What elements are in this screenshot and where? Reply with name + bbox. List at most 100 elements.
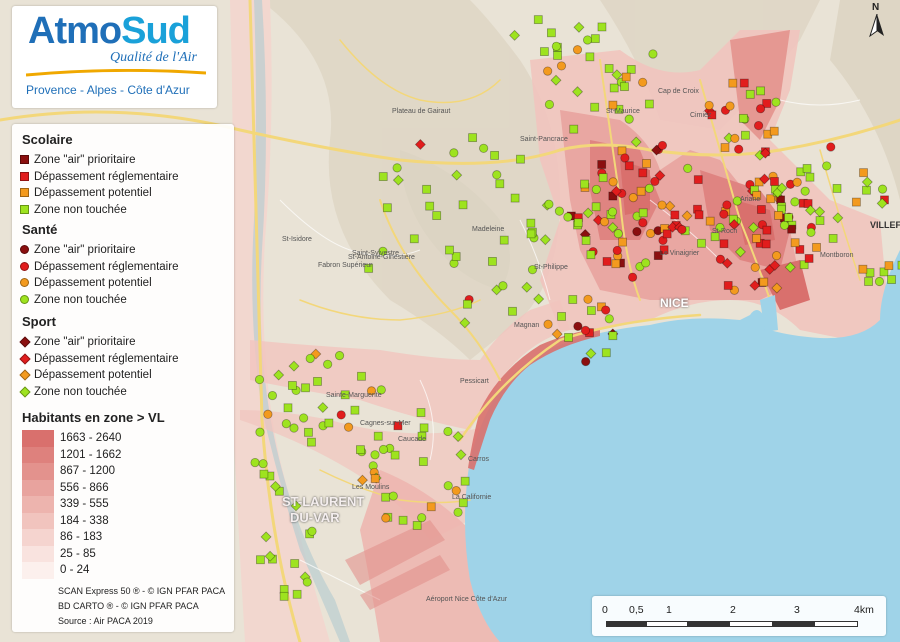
sport-marker[interactable]	[776, 182, 788, 194]
school-marker[interactable]	[799, 260, 809, 270]
school-marker[interactable]	[279, 591, 289, 601]
school-marker[interactable]	[499, 235, 509, 245]
school-marker[interactable]	[580, 179, 590, 189]
sport-marker[interactable]	[414, 138, 426, 150]
school-marker[interactable]	[620, 82, 629, 92]
school-marker[interactable]	[897, 260, 900, 270]
sport-marker[interactable]	[784, 261, 796, 273]
health-marker[interactable]	[263, 409, 273, 419]
school-marker[interactable]	[422, 184, 432, 194]
health-marker[interactable]	[722, 200, 732, 210]
school-marker[interactable]	[370, 474, 380, 483]
school-marker[interactable]	[815, 216, 825, 226]
school-marker[interactable]	[425, 201, 435, 211]
health-marker[interactable]	[250, 457, 260, 468]
sport-marker[interactable]	[681, 210, 693, 222]
school-marker[interactable]	[488, 257, 497, 266]
school-marker[interactable]	[590, 102, 600, 112]
school-marker[interactable]	[313, 377, 322, 386]
school-marker[interactable]	[697, 238, 706, 248]
health-marker[interactable]	[551, 41, 561, 51]
school-marker[interactable]	[752, 191, 762, 200]
health-marker[interactable]	[715, 222, 725, 233]
health-marker[interactable]	[677, 224, 687, 235]
school-marker[interactable]	[617, 146, 627, 156]
sport-marker[interactable]	[664, 200, 676, 212]
health-marker[interactable]	[638, 218, 648, 228]
sport-marker[interactable]	[771, 282, 783, 294]
sport-marker[interactable]	[317, 401, 329, 414]
school-marker[interactable]	[526, 229, 536, 239]
school-marker[interactable]	[756, 205, 766, 214]
school-marker[interactable]	[557, 312, 566, 321]
sport-marker[interactable]	[273, 369, 285, 381]
health-marker[interactable]	[378, 246, 388, 256]
school-marker[interactable]	[719, 239, 729, 249]
sport-marker[interactable]	[804, 204, 816, 216]
health-marker[interactable]	[620, 153, 630, 163]
school-marker[interactable]	[539, 47, 549, 56]
health-marker[interactable]	[378, 444, 389, 455]
sport-marker[interactable]	[654, 169, 666, 182]
health-marker[interactable]	[451, 486, 461, 496]
health-marker[interactable]	[388, 491, 398, 501]
sport-marker[interactable]	[758, 173, 771, 185]
health-marker[interactable]	[806, 227, 816, 237]
school-marker[interactable]	[458, 498, 468, 508]
health-marker[interactable]	[334, 351, 345, 361]
school-marker[interactable]	[609, 83, 619, 93]
health-marker[interactable]	[604, 314, 614, 324]
school-marker[interactable]	[458, 200, 468, 210]
school-marker[interactable]	[340, 390, 350, 400]
sport-marker[interactable]	[260, 531, 272, 543]
sport-marker[interactable]	[392, 174, 404, 186]
sport-marker[interactable]	[521, 281, 533, 293]
health-marker[interactable]	[498, 281, 508, 291]
health-marker[interactable]	[627, 272, 638, 282]
school-marker[interactable]	[879, 267, 889, 277]
school-marker[interactable]	[707, 110, 717, 120]
health-marker[interactable]	[715, 254, 726, 264]
school-marker[interactable]	[378, 172, 388, 181]
school-marker[interactable]	[568, 295, 578, 304]
school-marker[interactable]	[581, 236, 591, 245]
school-marker[interactable]	[638, 168, 648, 178]
school-marker[interactable]	[597, 160, 607, 169]
health-marker[interactable]	[370, 450, 380, 460]
sport-marker[interactable]	[832, 212, 844, 224]
health-marker[interactable]	[650, 176, 660, 187]
health-marker[interactable]	[381, 513, 391, 523]
health-marker[interactable]	[299, 413, 309, 423]
health-marker[interactable]	[779, 220, 790, 230]
school-marker[interactable]	[301, 383, 310, 393]
school-marker[interactable]	[516, 154, 525, 164]
health-marker[interactable]	[657, 200, 667, 210]
health-marker[interactable]	[792, 177, 802, 187]
health-marker[interactable]	[624, 114, 634, 124]
sport-marker[interactable]	[611, 69, 623, 81]
health-marker[interactable]	[492, 170, 502, 180]
health-marker[interactable]	[641, 258, 651, 268]
health-marker[interactable]	[826, 142, 836, 152]
health-marker[interactable]	[734, 144, 744, 154]
school-marker[interactable]	[364, 263, 374, 273]
health-marker[interactable]	[658, 235, 668, 245]
school-marker[interactable]	[762, 225, 772, 235]
school-marker[interactable]	[357, 371, 366, 381]
health-marker[interactable]	[556, 61, 567, 71]
school-marker[interactable]	[859, 168, 868, 178]
school-marker[interactable]	[292, 589, 302, 599]
health-marker[interactable]	[725, 101, 735, 111]
school-marker[interactable]	[762, 99, 772, 108]
school-marker[interactable]	[290, 559, 300, 568]
health-marker[interactable]	[771, 251, 782, 261]
school-marker[interactable]	[381, 492, 391, 502]
school-marker[interactable]	[784, 213, 793, 222]
school-marker[interactable]	[804, 254, 814, 263]
school-marker[interactable]	[766, 194, 776, 204]
school-marker[interactable]	[382, 203, 392, 213]
school-marker[interactable]	[283, 403, 293, 413]
health-marker[interactable]	[527, 265, 538, 275]
sport-marker[interactable]	[509, 29, 521, 41]
school-marker[interactable]	[304, 427, 313, 437]
